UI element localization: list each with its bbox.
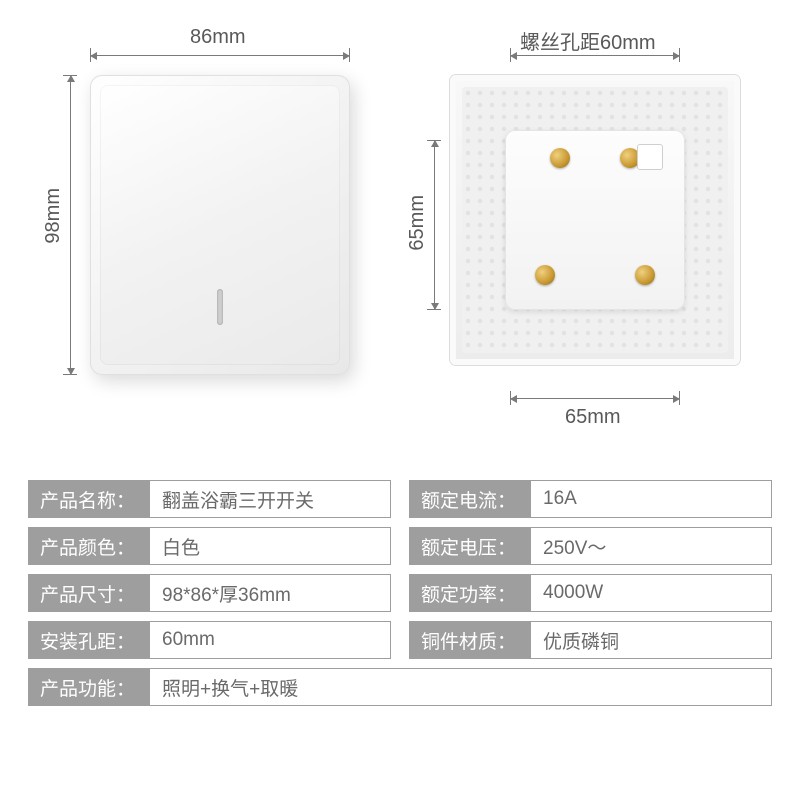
spec-row: 额定电流：16A [409, 480, 772, 518]
dim-tick [349, 48, 350, 62]
spec-label: 额定功率： [409, 574, 531, 612]
spec-row: 产品颜色：白色 [28, 527, 391, 565]
terminal-plate [505, 130, 685, 310]
spec-value: 翻盖浴霸三开开关 [150, 480, 391, 518]
spec-value: 照明+换气+取暖 [150, 668, 772, 706]
dim-tick [679, 48, 680, 62]
dim-tick [63, 374, 77, 375]
diagrams-area: 86mm 98mm 螺丝孔距60mm 65mm 65mm [0, 0, 800, 470]
dim-label-screw-dist: 螺丝孔距60mm [520, 26, 656, 55]
spec-label: 产品功能： [28, 668, 150, 706]
dim-tick [63, 75, 77, 76]
spec-value: 98*86*厚36mm [150, 574, 391, 612]
switch-front-panel [90, 75, 350, 375]
spec-label: 产品名称： [28, 480, 150, 518]
dim-tick [427, 140, 441, 141]
terminal-screw-icon [535, 265, 555, 285]
spec-row: 额定功率：4000W [409, 574, 772, 612]
dim-label-back-w: 65mm [565, 406, 621, 429]
spec-label: 产品尺寸： [28, 574, 150, 612]
back-view: 螺丝孔距60mm 65mm 65mm [420, 20, 760, 460]
dim-label-back-h: 65mm [406, 195, 429, 251]
dim-tick [510, 48, 511, 62]
dim-label-front-width: 86mm [190, 26, 246, 49]
connector-block-icon [637, 144, 663, 170]
spec-row-full: 产品功能： 照明+换气+取暖 [28, 668, 772, 706]
spec-row: 额定电压：250V～ [409, 527, 772, 565]
spec-label: 铜件材质： [409, 621, 531, 659]
spec-value: 250V～ [531, 527, 772, 565]
dim-line-back-h [434, 140, 435, 310]
spec-label: 产品颜色： [28, 527, 150, 565]
dim-tick [427, 309, 441, 310]
specs-table: 产品名称：翻盖浴霸三开开关产品颜色：白色产品尺寸：98*86*厚36mm安装孔距… [28, 480, 772, 706]
spec-value: 优质磷铜 [531, 621, 772, 659]
spec-row: 安装孔距：60mm [28, 621, 391, 659]
terminal-screw-icon [550, 148, 570, 168]
switch-back-panel [450, 75, 740, 365]
dim-line-front-width [90, 55, 350, 56]
spec-value: 60mm [150, 621, 391, 659]
spec-row: 铜件材质：优质磷铜 [409, 621, 772, 659]
dim-label-front-height: 98mm [42, 188, 65, 244]
dim-tick [90, 48, 91, 62]
spec-value: 16A [531, 480, 772, 518]
spec-value: 白色 [150, 527, 391, 565]
dim-line-front-height [70, 75, 71, 375]
spec-row: 产品尺寸：98*86*厚36mm [28, 574, 391, 612]
spec-label: 额定电压： [409, 527, 531, 565]
dim-line-screw-dist [510, 55, 680, 56]
specs-col-right: 额定电流：16A额定电压：250V～额定功率：4000W铜件材质：优质磷铜 [409, 480, 772, 659]
dim-line-back-w [510, 398, 680, 399]
led-indicator-icon [217, 289, 223, 325]
dim-tick [510, 391, 511, 405]
specs-col-left: 产品名称：翻盖浴霸三开开关产品颜色：白色产品尺寸：98*86*厚36mm安装孔距… [28, 480, 391, 659]
specs-columns: 产品名称：翻盖浴霸三开开关产品颜色：白色产品尺寸：98*86*厚36mm安装孔距… [28, 480, 772, 659]
spec-label: 额定电流： [409, 480, 531, 518]
front-view: 86mm 98mm [40, 20, 380, 460]
terminal-screw-icon [635, 265, 655, 285]
dim-tick [679, 391, 680, 405]
switch-rocker [100, 85, 340, 365]
spec-value: 4000W [531, 574, 772, 612]
spec-row: 产品名称：翻盖浴霸三开开关 [28, 480, 391, 518]
spec-label: 安装孔距： [28, 621, 150, 659]
